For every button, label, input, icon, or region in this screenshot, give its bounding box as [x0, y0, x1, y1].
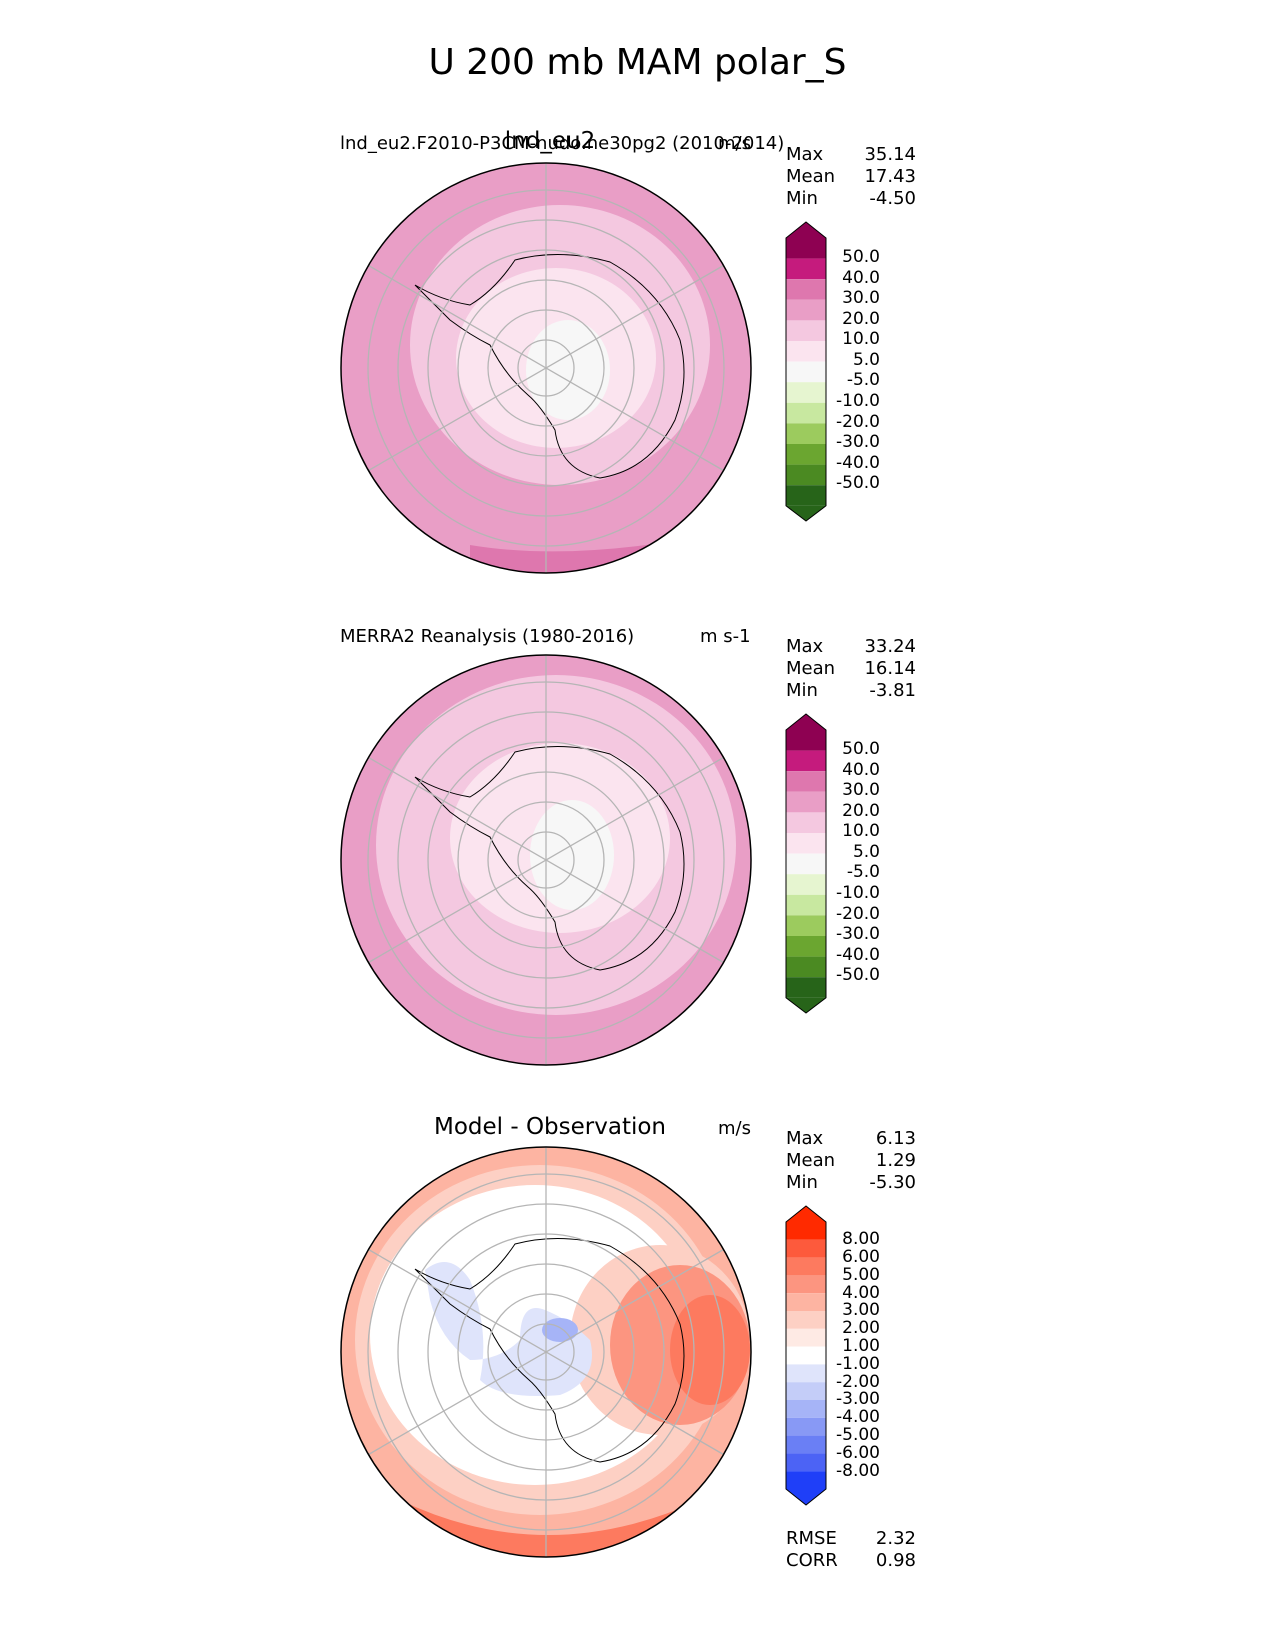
- cbar-label: 3.00: [842, 1300, 880, 1320]
- antarctica-coastline: [414, 746, 685, 971]
- cbar-label: -40.0: [836, 945, 880, 965]
- field-minus4-minus3: [542, 1318, 578, 1342]
- panel-3-title: Model - Observation: [433, 1114, 667, 1140]
- field-minus5-5: [526, 320, 610, 420]
- cbar-label: -8.00: [836, 1461, 880, 1481]
- panel-1-subtitle: lnd_eu2.F2010-P3CM-nudo.ne30pg2 (2010-20…: [340, 133, 785, 154]
- cbar-label: -5.00: [836, 1425, 880, 1445]
- cbar-label: 20.0: [842, 801, 880, 821]
- cbar-label: 50.0: [842, 739, 880, 759]
- stat-min: Min -3.81: [786, 680, 916, 701]
- panel-2-subtitle: MERRA2 Reanalysis (1980-2016): [340, 626, 635, 647]
- cbar-label: -5.0: [846, 370, 880, 390]
- stat-min: Min -5.30: [786, 1172, 916, 1193]
- stat-max: Max 35.14: [786, 144, 916, 165]
- cbar-label: -1.00: [836, 1354, 880, 1374]
- panel-3-metrics: RMSE 2.32 CORR 0.98: [786, 1528, 916, 1572]
- cbar-label: 5.0: [852, 842, 880, 862]
- cbar-label: 8.00: [842, 1229, 880, 1249]
- cbar-extend-min: [786, 505, 826, 521]
- panel-2-units: m s-1: [700, 626, 751, 647]
- cbar-label: 6.00: [842, 1247, 880, 1267]
- cbar-label: -30.0: [836, 924, 880, 944]
- cbar-label: 40.0: [842, 268, 880, 288]
- map-boundary: [340, 654, 752, 1066]
- cbar-label: 50.0: [842, 247, 880, 267]
- panel-3-units: m/s: [718, 1118, 751, 1139]
- panel-1-stats: Max 35.14 Mean 17.43 Min -4.50: [786, 144, 916, 210]
- stat-mean: Mean 16.14: [786, 658, 916, 679]
- field-east-5-6: [670, 1295, 750, 1405]
- panel-3-stats: Max 6.13 Mean 1.29 Min -5.30: [786, 1128, 916, 1194]
- cbar-label: -40.0: [836, 453, 880, 473]
- stat-max: Max 6.13: [786, 1128, 916, 1149]
- cbar-label: 40.0: [842, 760, 880, 780]
- cbar-label: -3.00: [836, 1389, 880, 1409]
- cbar-label: 4.00: [842, 1283, 880, 1303]
- cbar-label: -20.0: [836, 904, 880, 924]
- antarctica-coastline: [414, 254, 685, 479]
- cbar-label: -5.0: [846, 862, 880, 882]
- figure-title: U 200 mb MAM polar_S: [428, 42, 847, 83]
- cbar-extend-max: [786, 222, 826, 238]
- metric-corr: CORR 0.98: [786, 1550, 916, 1571]
- cbar-label: -50.0: [836, 965, 880, 985]
- panel-1-colorbar: [785, 221, 827, 522]
- cbar-label: 2.00: [842, 1318, 880, 1338]
- field-5-6-south: [400, 1500, 700, 1557]
- panel-1-units: m/s: [718, 133, 751, 154]
- cbar-label: 30.0: [842, 780, 880, 800]
- panel-3-map: [340, 1146, 752, 1558]
- cbar-label: -4.00: [836, 1407, 880, 1427]
- cbar-label: 1.00: [842, 1336, 880, 1356]
- cbar-label: -20.0: [836, 412, 880, 432]
- panel-2-map: [340, 654, 752, 1066]
- cbar-label: 10.0: [842, 821, 880, 841]
- cbar-label: 5.00: [842, 1265, 880, 1285]
- panel-3-colorbar: [785, 1205, 827, 1506]
- map-boundary: [340, 162, 752, 574]
- panel-2-colorbar: [785, 713, 827, 1014]
- cbar-label: -6.00: [836, 1443, 880, 1463]
- stat-mean: Mean 1.29: [786, 1150, 916, 1171]
- field-30-40-south: [470, 540, 680, 573]
- field-minus2-minus1: [425, 1262, 592, 1396]
- graticule: [367, 655, 725, 1065]
- cbar-label: -10.0: [836, 391, 880, 411]
- graticule: [367, 163, 725, 573]
- cbar-label: 10.0: [842, 329, 880, 349]
- stat-min: Min -4.50: [786, 188, 916, 209]
- field-minus5-5: [530, 800, 614, 910]
- cbar-label: 20.0: [842, 309, 880, 329]
- panel-2-stats: Max 33.24 Mean 16.14 Min -3.81: [786, 636, 916, 702]
- cbar-label: -10.0: [836, 883, 880, 903]
- metric-rmse: RMSE 2.32: [786, 1528, 916, 1549]
- panel-1-title: lnd_eu2: [504, 128, 596, 154]
- cbar-label: -50.0: [836, 473, 880, 493]
- map-boundary: [340, 1146, 752, 1558]
- cbar-label: -2.00: [836, 1372, 880, 1392]
- antarctica-coastline: [414, 1238, 685, 1463]
- cbar-label: 30.0: [842, 288, 880, 308]
- graticule: [367, 1147, 725, 1557]
- stat-max: Max 33.24: [786, 636, 916, 657]
- cbar-label: 5.0: [852, 350, 880, 370]
- stat-mean: Mean 17.43: [786, 166, 916, 187]
- panel-1-map: [340, 162, 752, 574]
- cbar-label: -30.0: [836, 432, 880, 452]
